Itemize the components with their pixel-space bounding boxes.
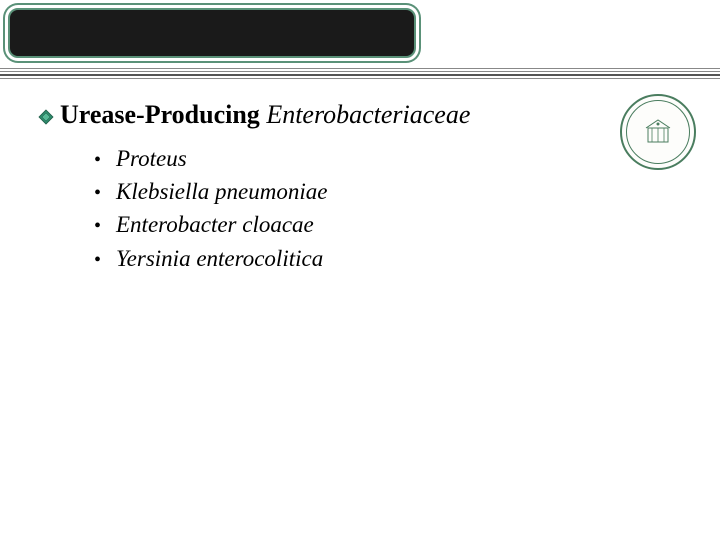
list-item-text: Enterobacter cloacae [116,208,314,241]
list-item-text: Klebsiella pneumoniae [116,175,327,208]
title-bar [8,8,416,58]
bullet-dot-icon: • [94,212,104,241]
list-item: • Proteus [94,142,682,175]
slide-content: Urease-Producing Enterobacteriaceae • Pr… [38,98,682,275]
bullet-dot-icon: • [94,179,104,208]
list-item: • Enterobacter cloacae [94,208,682,241]
list-item-text: Proteus [116,142,187,175]
heading-bold: Urease-Producing [60,100,260,129]
heading-italic: Enterobacteriaceae [266,100,470,129]
divider-lines [0,68,720,81]
bullet-dot-icon: • [94,146,104,175]
list-item: • Yersinia enterocolitica [94,242,682,275]
list-item: • Klebsiella pneumoniae [94,175,682,208]
heading: Urease-Producing Enterobacteriaceae [38,98,682,132]
list-item-text: Yersinia enterocolitica [116,242,323,275]
sub-list: • Proteus • Klebsiella pneumoniae • Ente… [94,142,682,275]
diamond-bullet-icon [38,100,54,116]
bullet-dot-icon: • [94,246,104,275]
